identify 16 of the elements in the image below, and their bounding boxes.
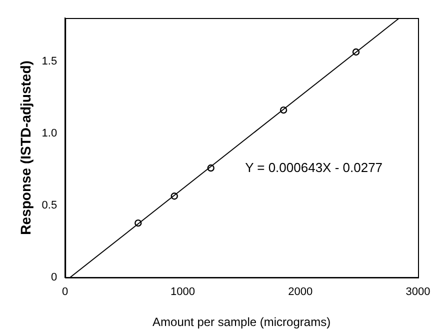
- point: [280, 106, 288, 114]
- point: [134, 219, 142, 227]
- x-tick-label: 3000: [406, 286, 430, 298]
- point: [170, 192, 178, 200]
- y-tick-label: 0.5: [42, 199, 58, 212]
- point: [352, 48, 360, 56]
- x-tick-label: 1000: [170, 286, 195, 298]
- x-tick-label: 0: [62, 286, 68, 298]
- x-tick-label: 2000: [288, 286, 313, 298]
- y-axis-title: Response (ISTD-adjusted): [17, 60, 34, 235]
- y-tick-label: 1.0: [42, 127, 58, 140]
- y-tick-label: 1.5: [42, 55, 58, 68]
- y-tick-label: 0: [50, 271, 58, 284]
- annotation: Y = 0.000643X - 0.0277: [245, 160, 383, 176]
- point: [207, 164, 214, 172]
- x-axis-title: Amount per sample (micrograms): [152, 315, 331, 330]
